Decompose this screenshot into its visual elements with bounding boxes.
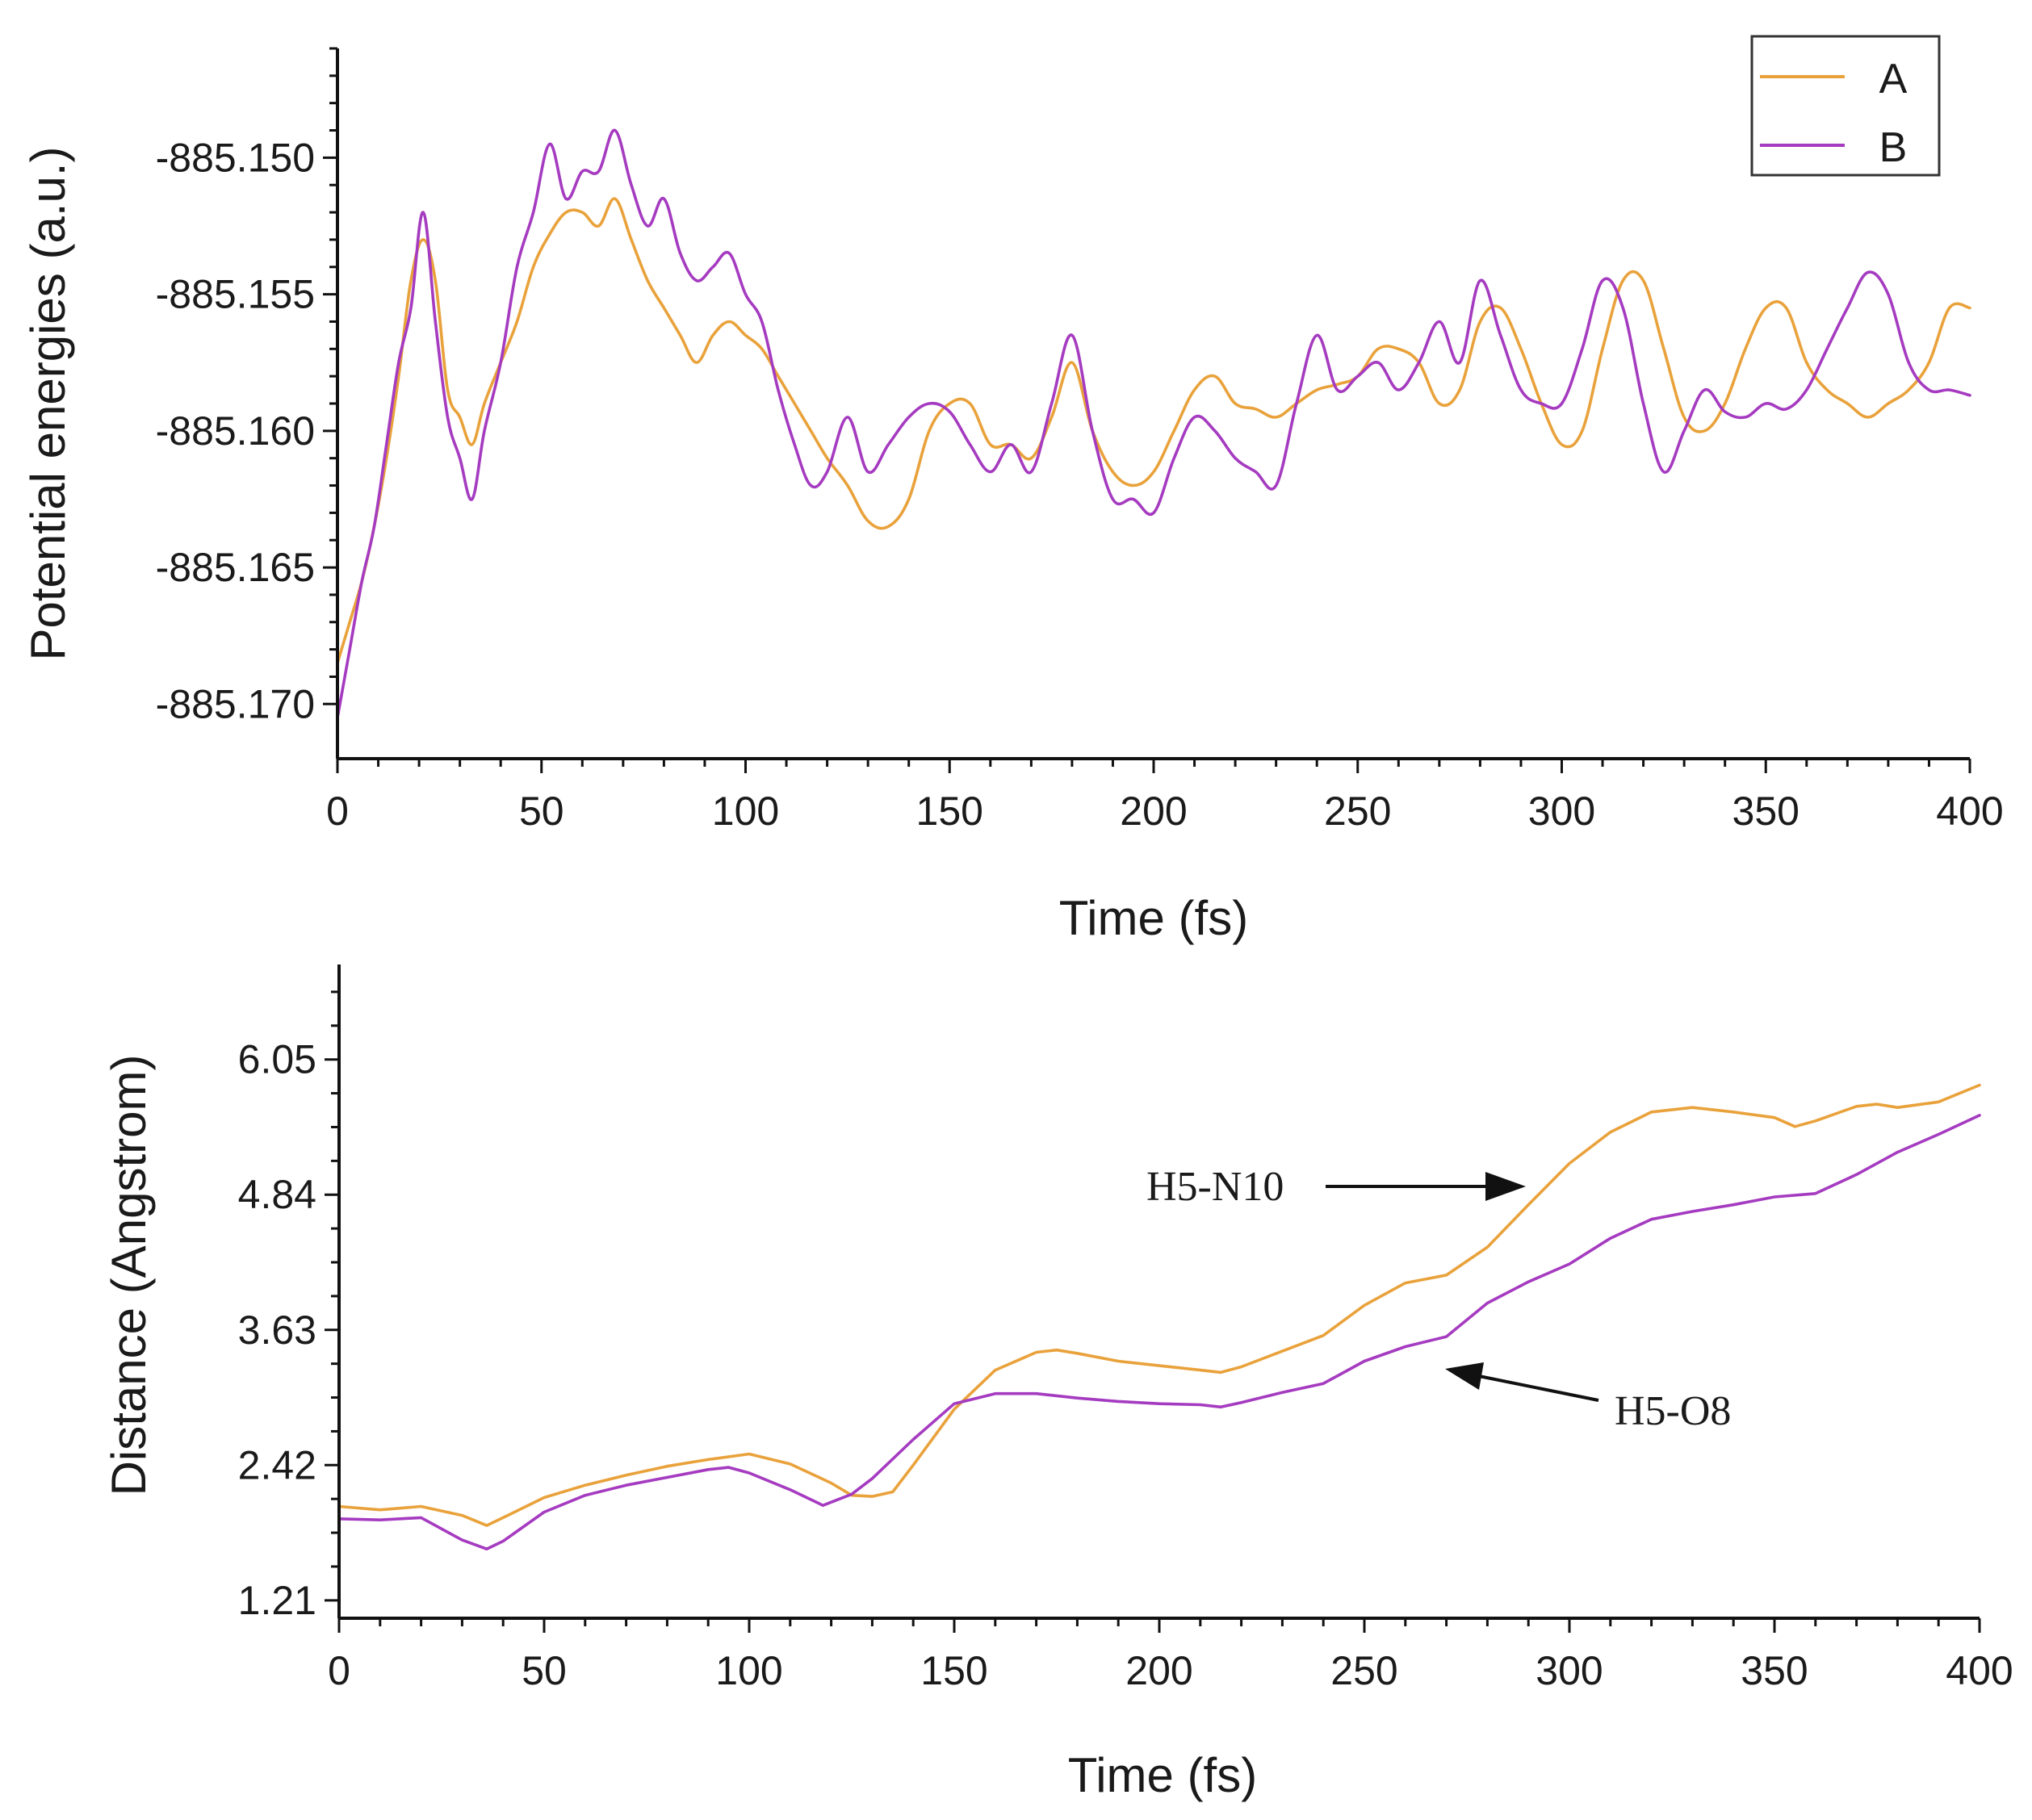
- energy-y-axis-title: Potential energies (a.u.): [21, 146, 75, 660]
- energy-series: [336, 128, 1971, 719]
- distance-y-tick-label: 3.63: [238, 1307, 316, 1353]
- distance-series-h5-n10-line: [337, 1083, 1981, 1527]
- distance-ticks: 0 50 100 150 200 250 300 350 400 1.21 2.42 3.63 4.84…: [238, 990, 2013, 1693]
- distance-x-tick-label: 0: [328, 1648, 350, 1693]
- energy-chart: 0 50 100 150 200 250 300 350 400 -885.150 -885.155…: [21, 35, 2004, 945]
- distance-series: [337, 1083, 1981, 1550]
- distance-x-tick-label: 250: [1330, 1648, 1397, 1693]
- energy-x-tick-label: 0: [326, 789, 349, 834]
- annotation-h5-n10: H5-N10: [1146, 1164, 1526, 1210]
- annotation-h5-o8-arrowhead: [1445, 1362, 1484, 1390]
- distance-y-tick-label: 6.05: [238, 1037, 316, 1082]
- energy-x-tick-label: 300: [1528, 789, 1595, 834]
- energy-x-axis-title: Time (fs): [1059, 891, 1248, 945]
- distance-x-tick-label: 300: [1536, 1648, 1603, 1693]
- distance-y-axis-title: Distance (Angstrom): [102, 1055, 156, 1496]
- annotation-h5-n10-arrowhead: [1485, 1172, 1526, 1201]
- energy-x-tick-label: 50: [519, 789, 564, 834]
- energy-x-tick-label: 400: [1936, 789, 2003, 834]
- distance-x-tick-label: 350: [1741, 1648, 1808, 1693]
- distance-y-tick-label: 4.84: [238, 1172, 316, 1217]
- distance-chart: 0 50 100 150 200 250 300 350 400 1.21 2.42 3.63 4.84…: [102, 964, 2013, 1802]
- legend-label-a: A: [1879, 56, 1908, 103]
- distance-x-tick-label: 200: [1125, 1648, 1192, 1693]
- distance-y-tick-label: 1.21: [238, 1578, 316, 1623]
- annotation-h5-o8: H5-O8: [1445, 1362, 1731, 1434]
- energy-y-tick-label: -885.155: [156, 272, 315, 317]
- energy-ticks: 0 50 100 150 200 250 300 350 400 -885.150 -885.155…: [156, 47, 2004, 834]
- annotation-h5-o8-arrow: [1478, 1374, 1599, 1402]
- energy-x-tick-label: 100: [712, 789, 779, 834]
- distance-x-tick-label: 150: [920, 1648, 987, 1693]
- legend-label-b: B: [1879, 124, 1908, 171]
- distance-x-tick-label: 400: [1946, 1648, 2013, 1693]
- distance-x-tick-label: 50: [522, 1648, 567, 1693]
- energy-series-b-line: [336, 128, 1971, 719]
- energy-y-tick-label: -885.170: [156, 681, 315, 726]
- energy-x-tick-label: 350: [1732, 789, 1799, 834]
- annotation-h5-o8-label: H5-O8: [1615, 1388, 1731, 1434]
- energy-legend: A B: [1750, 35, 1941, 177]
- legend-box: [1750, 35, 1941, 177]
- distance-x-tick-label: 100: [715, 1648, 782, 1693]
- energy-y-tick-label: -885.150: [156, 135, 315, 180]
- energy-x-tick-label: 150: [916, 789, 983, 834]
- energy-y-tick-label: -885.160: [156, 408, 315, 454]
- energy-y-tick-label: -885.165: [156, 545, 315, 590]
- distance-y-tick-label: 2.42: [238, 1442, 316, 1487]
- energy-series-a-line: [336, 197, 1971, 665]
- distance-series-h5-o8-line: [337, 1114, 1981, 1550]
- distance-x-axis-title: Time (fs): [1068, 1748, 1257, 1802]
- energy-x-tick-label: 200: [1120, 789, 1187, 834]
- energy-x-tick-label: 250: [1324, 789, 1391, 834]
- annotation-h5-n10-label: H5-N10: [1146, 1164, 1284, 1210]
